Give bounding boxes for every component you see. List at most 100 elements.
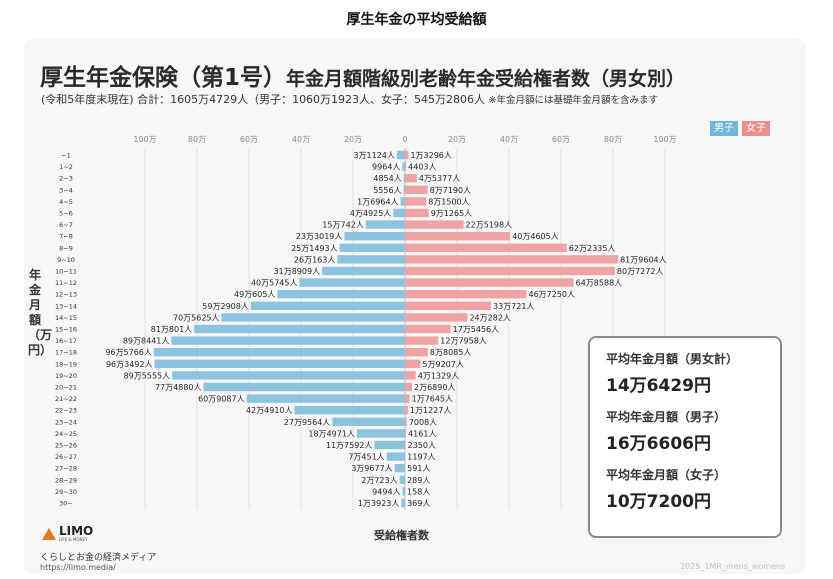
- bar-female: [405, 360, 420, 368]
- bar-male: [374, 441, 405, 449]
- bar-female: [405, 255, 618, 263]
- data-label-male: 7万451人: [348, 453, 384, 462]
- y-axis-title: 年金月額（万円）: [28, 268, 42, 358]
- category-label: 9~10: [57, 256, 75, 264]
- bar-male: [194, 325, 405, 333]
- bar-female: [405, 371, 416, 379]
- limo-logo: LIMO LIFE & MONEY: [42, 526, 93, 542]
- data-label-male: 31万8909人: [274, 267, 321, 276]
- bar-male: [300, 278, 405, 286]
- bar-female: [405, 418, 407, 426]
- bar-male: [295, 406, 405, 414]
- x-tick-label: 100万: [653, 135, 676, 144]
- data-label-female: 8万8085人: [430, 348, 471, 357]
- category-label: 5~6: [59, 210, 73, 218]
- x-tick-label: 40万: [500, 135, 518, 144]
- data-label-female: 4万5377人: [419, 174, 460, 183]
- site-description: くらしとお金の経済メディア: [40, 550, 156, 563]
- data-label-male: 96万5766人: [105, 348, 152, 357]
- data-label-male: 81万801人: [151, 325, 192, 334]
- category-label: 18~19: [55, 360, 77, 368]
- bar-male: [401, 197, 405, 205]
- data-label-female: 40万4605人: [512, 232, 559, 241]
- bar-male: [247, 394, 405, 402]
- bar-male: [395, 464, 405, 472]
- average-info-box: 平均年金月額（男女計） 14万6429円 平均年金月額（男子） 16万6606円…: [588, 336, 782, 538]
- data-label-female: 8万1500人: [428, 197, 469, 206]
- x-tick-layer: 100万 80万 60万 40万 20万 0 20万 40万 60万 80万 100万: [133, 135, 676, 144]
- data-label-female: 2万6890人: [414, 383, 455, 392]
- data-label-male: 11万7592人: [326, 441, 373, 450]
- data-label-male: 89万8441人: [123, 337, 170, 346]
- category-label: 12~13: [55, 291, 77, 299]
- data-label-male: 59万2908人: [202, 302, 249, 311]
- data-label-female: 1万7645人: [412, 395, 453, 404]
- bar-female: [405, 394, 410, 402]
- bar-female: [405, 278, 574, 286]
- x-tick-label: 60万: [240, 135, 258, 144]
- bar-female: [405, 348, 428, 356]
- data-label-male: 60万9087人: [198, 395, 245, 404]
- bar-male: [393, 209, 405, 217]
- x-tick-label: 80万: [604, 135, 622, 144]
- data-label-female: 1万3296人: [410, 151, 451, 160]
- data-label-female: 591人: [407, 464, 430, 473]
- category-label: 4~5: [59, 198, 73, 206]
- data-label-male: 1万6964人: [357, 197, 398, 206]
- bar-female: [405, 232, 510, 240]
- x-tick-label: 20万: [448, 135, 466, 144]
- category-label-layer: ~11~22~33~44~55~66~77~88~99~1010~1111~12…: [55, 152, 77, 508]
- data-label-female: 46万7250人: [528, 290, 575, 299]
- site-url[interactable]: https://limo.media/: [40, 563, 116, 572]
- bar-male: [171, 336, 405, 344]
- bar-male: [277, 290, 405, 298]
- data-label-female: 158人: [407, 487, 430, 496]
- category-label: 17~18: [55, 349, 77, 357]
- data-label-female: 62万2335人: [569, 244, 616, 253]
- data-label-female: 4161人: [408, 429, 436, 438]
- bar-female: [405, 325, 451, 333]
- data-label-female: 369人: [407, 499, 430, 508]
- bar-male: [366, 220, 405, 228]
- bar-female: [405, 220, 464, 228]
- bar-female: [405, 151, 408, 159]
- category-label: 23~24: [55, 418, 77, 426]
- data-label-male: 26万163人: [294, 255, 335, 264]
- category-label: 15~16: [55, 326, 77, 334]
- bar-male: [251, 302, 405, 310]
- info-label-total: 平均年金月額（男女計）: [606, 350, 780, 367]
- category-label: 8~9: [59, 244, 73, 252]
- logo-text: LIMO: [59, 526, 93, 537]
- data-label-female: 8万7190人: [430, 186, 471, 195]
- bar-male: [404, 174, 405, 182]
- category-label: 22~23: [55, 407, 77, 415]
- bar-male: [387, 452, 405, 460]
- bar-male: [402, 162, 405, 170]
- category-label: 25~26: [55, 442, 77, 450]
- bar-male: [222, 313, 405, 321]
- info-label-female: 平均年金月額（女子）: [606, 466, 780, 483]
- bar-male: [400, 476, 405, 484]
- data-label-male: 9964人: [372, 163, 400, 172]
- info-value-male: 16万6606円: [606, 429, 780, 454]
- bar-female: [405, 209, 429, 217]
- data-label-female: 9万1265人: [431, 209, 472, 218]
- bar-female: [405, 197, 426, 205]
- bar-male: [337, 255, 405, 263]
- bar-male: [357, 429, 405, 437]
- logo-triangle-icon: [42, 528, 56, 540]
- category-label: 13~14: [55, 302, 77, 310]
- data-label-male: 4854人: [373, 174, 401, 183]
- data-label-male: 23万3019人: [296, 232, 343, 241]
- data-label-female: 81万9604人: [620, 255, 667, 264]
- bar-male: [397, 151, 405, 159]
- bar-male: [154, 360, 405, 368]
- data-label-male: 25万1493人: [291, 244, 338, 253]
- bar-male: [172, 371, 405, 379]
- category-label: 6~7: [59, 221, 73, 229]
- data-label-female: 1万1227人: [410, 406, 451, 415]
- category-label: 11~12: [55, 279, 77, 287]
- category-label: 19~20: [55, 372, 77, 380]
- data-label-female: 4403人: [408, 163, 436, 172]
- category-label: 7~8: [59, 233, 73, 241]
